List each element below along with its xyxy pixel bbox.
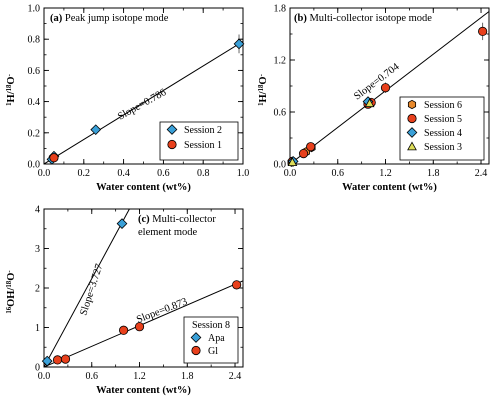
data-point	[380, 83, 391, 93]
x-axis-label: Water content (wt%)	[96, 385, 191, 396]
legend-marker	[190, 332, 202, 343]
legend-label: Session 5	[424, 114, 462, 125]
x-tick-label: 0.6	[86, 371, 99, 382]
legend: Session 8 Apa Gl	[183, 316, 239, 364]
series-session-1	[49, 153, 59, 163]
data-point	[116, 218, 128, 229]
x-tick-label: 1.2	[133, 371, 146, 382]
y-tick-label: 0.0	[28, 160, 41, 171]
x-axis-label: Water content (wt%)	[96, 182, 191, 193]
legend-label: Session 4	[424, 128, 462, 139]
x-tick-label: 0.6	[157, 168, 170, 179]
series-gl	[52, 280, 242, 365]
x-tick-label: 0.8	[197, 168, 210, 179]
chart-panel-3: 0.0 0.6 1.2 1.8 2.4 0 1 2 3 4 Water content (wt%) 1…	[6, 205, 244, 396]
y-axis-label: 1H/18O-	[258, 73, 270, 105]
y-tick-label: 4	[35, 205, 40, 216]
x-tick-label: 0.0	[284, 168, 297, 179]
data-point	[119, 325, 129, 335]
x-tick-label: 0.2	[78, 168, 91, 179]
x-tick-label: 1.2	[379, 168, 392, 179]
series-apa	[41, 218, 128, 367]
data-point	[134, 322, 145, 332]
x-tick-label: 2.4	[229, 371, 242, 382]
x-tick-label: 1.0	[237, 168, 250, 179]
x-axis-label: Water content (wt%)	[342, 182, 437, 193]
legend-label: Session 2	[184, 125, 222, 136]
y-tick-label: 1	[35, 323, 40, 334]
legend-label: Gl	[208, 346, 218, 357]
legend-marker	[167, 139, 177, 150]
y-tick-label: 3	[35, 244, 40, 255]
data-point	[90, 124, 102, 136]
y-tick-label: 0.4	[28, 97, 41, 108]
y-tick-label: 0.8	[28, 35, 41, 46]
data-point	[478, 26, 488, 37]
data-point	[60, 354, 71, 364]
panel-title-line2: element mode	[138, 227, 198, 238]
y-tick-label: 1.2	[274, 56, 287, 67]
legend-label: Apa	[208, 333, 225, 344]
data-point	[41, 355, 53, 367]
slope-label: Slope=0.704	[352, 61, 402, 102]
data-point	[306, 142, 316, 152]
slope-label: Slope=0.786	[116, 87, 168, 123]
x-tick-label: 2.4	[475, 168, 488, 179]
fit-line	[44, 40, 243, 164]
y-axis-label: 16OH/18O-	[6, 270, 18, 314]
data-point	[232, 280, 242, 290]
fit-line	[44, 209, 130, 367]
series-session-3	[287, 98, 375, 167]
y-axis-label: 1H/18O-	[6, 73, 18, 105]
legend: Session 6 Session 5 Session 4 Session 3	[399, 96, 485, 161]
legend-label: Session 1	[184, 140, 222, 151]
data-point	[287, 157, 298, 167]
data-point	[49, 153, 59, 163]
y-tick-label: 0	[35, 363, 40, 374]
y-tick-label: 0.2	[28, 128, 41, 139]
legend-marker	[407, 99, 417, 110]
slope-label: Slope=3.727	[78, 263, 105, 317]
panel-title: (a) Peak jump isotope mode	[50, 13, 169, 24]
chart-panel-1: 0.0 0.2 0.4 0.6 0.8 1.0 0.0 0.2 0.4 0.6 0.8 1.0 Wate…	[6, 4, 250, 194]
legend-label: Session 6	[424, 100, 462, 111]
y-tick-label: 2	[35, 284, 40, 295]
panel-title: (c) Multi-collector	[138, 214, 216, 225]
data-point	[52, 355, 63, 365]
legend-box	[183, 316, 239, 364]
legend-title: Session 8	[192, 320, 230, 331]
legend-marker	[191, 345, 201, 356]
y-tick-label: 1.0	[28, 4, 41, 15]
fit-lines	[44, 209, 243, 367]
fit-line	[44, 280, 243, 367]
panel-title: (b) Multi-collector isotope mode	[294, 13, 432, 24]
slope-label: Slope=0.873	[135, 296, 189, 325]
y-tick-label: 0.0	[274, 160, 287, 171]
legend-label: Session 3	[424, 142, 462, 153]
legend-marker	[407, 141, 417, 151]
legend: Session 2 Session 1	[159, 121, 239, 161]
fit-lines	[44, 40, 243, 164]
data-point	[298, 149, 309, 159]
legend-marker	[406, 127, 418, 138]
y-tick-label: 0.6	[274, 108, 287, 119]
x-tick-label: 0.0	[38, 371, 51, 382]
data-point	[233, 38, 245, 50]
x-tick-label: 0.6	[332, 168, 345, 179]
legend-marker	[407, 113, 417, 124]
data-point	[364, 98, 375, 108]
chart-panel-2: 0.0 0.6 1.2 1.8 2.4 0.0 0.6 1.2 1.8 Water content…	[258, 4, 490, 193]
y-tick-label: 0.6	[28, 66, 41, 77]
legend-marker	[166, 124, 178, 135]
x-tick-label: 1.8	[181, 371, 194, 382]
x-tick-label: 0.0	[38, 168, 51, 179]
x-tick-label: 1.8	[427, 168, 440, 179]
y-tick-label: 1.8	[274, 4, 287, 15]
x-tick-label: 0.4	[117, 168, 130, 179]
